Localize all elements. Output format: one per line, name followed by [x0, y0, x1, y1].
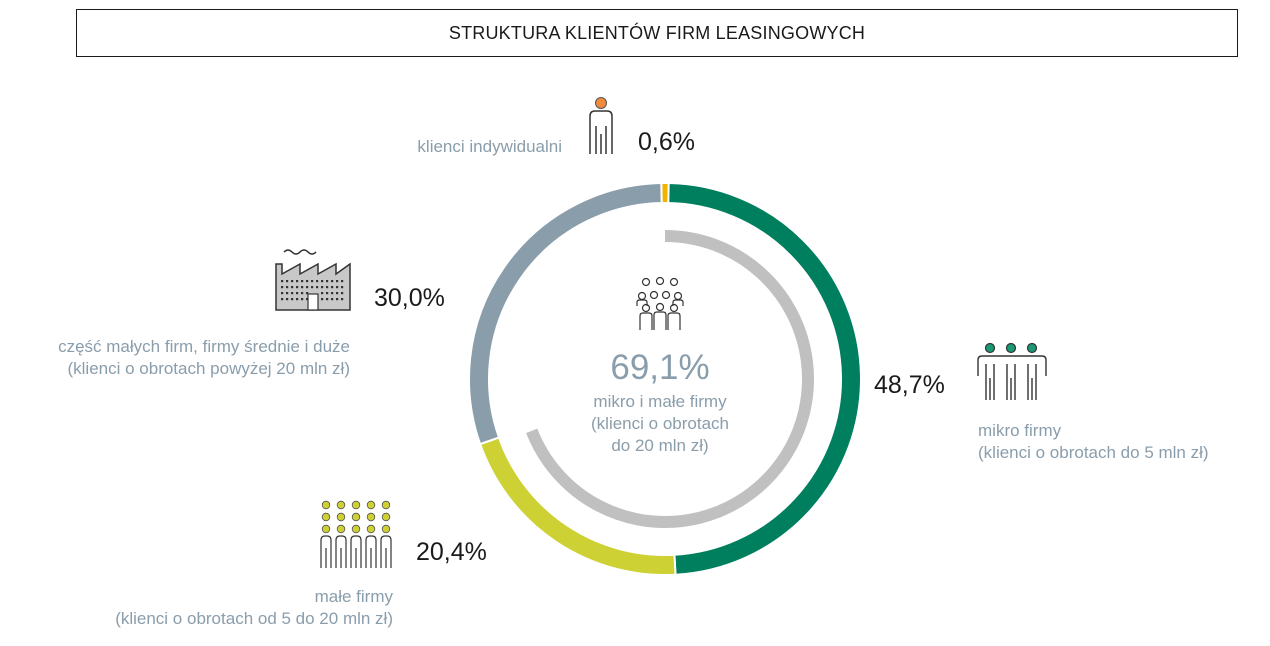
label-small-line1: małe firmy — [314, 587, 393, 606]
center-label: mikro i małe firmy (klienci o obrotach d… — [540, 391, 780, 457]
center-label-line3: do 20 mln zł) — [611, 436, 709, 455]
pct-individual: 0,6% — [638, 128, 695, 156]
micro-firms-people-icon — [977, 342, 1047, 400]
pct-large: 30,0% — [374, 284, 445, 312]
label-individual: klienci indywidualni — [417, 137, 562, 156]
outer-ring — [468, 181, 862, 576]
pct-micro: 48,7% — [874, 371, 945, 399]
pct-small: 20,4% — [416, 538, 487, 566]
chart-title: STRUKTURA KLIENTÓW FIRM LEASINGOWYCH — [448, 22, 866, 43]
inner-ring-arc — [526, 230, 814, 528]
segment-large — [468, 182, 663, 446]
center-label-line2: (klienci o obrotach — [591, 414, 729, 433]
center-label-line1: mikro i małe firmy — [593, 392, 727, 411]
factory-icon — [275, 249, 351, 311]
person-icon — [589, 97, 613, 154]
chart-title-box: STRUKTURA KLIENTÓW FIRM LEASINGOWYCH — [76, 9, 1238, 57]
segment-small — [478, 436, 677, 576]
label-micro-line1: mikro firmy — [978, 421, 1062, 440]
label-micro-line2: (klienci o obrotach do 5 mln zł) — [978, 443, 1209, 462]
center-value: 69,1% — [610, 348, 710, 387]
label-large-line1: część małych firm, firmy średnie i duże — [58, 337, 350, 356]
people-group-icon — [636, 276, 684, 330]
small-firms-people-icon — [320, 500, 392, 568]
label-large-line2: (klienci o obrotach powyżej 20 mln zł) — [67, 359, 350, 378]
label-small-line2: (klienci o obrotach od 5 do 20 mln zł) — [115, 609, 393, 628]
